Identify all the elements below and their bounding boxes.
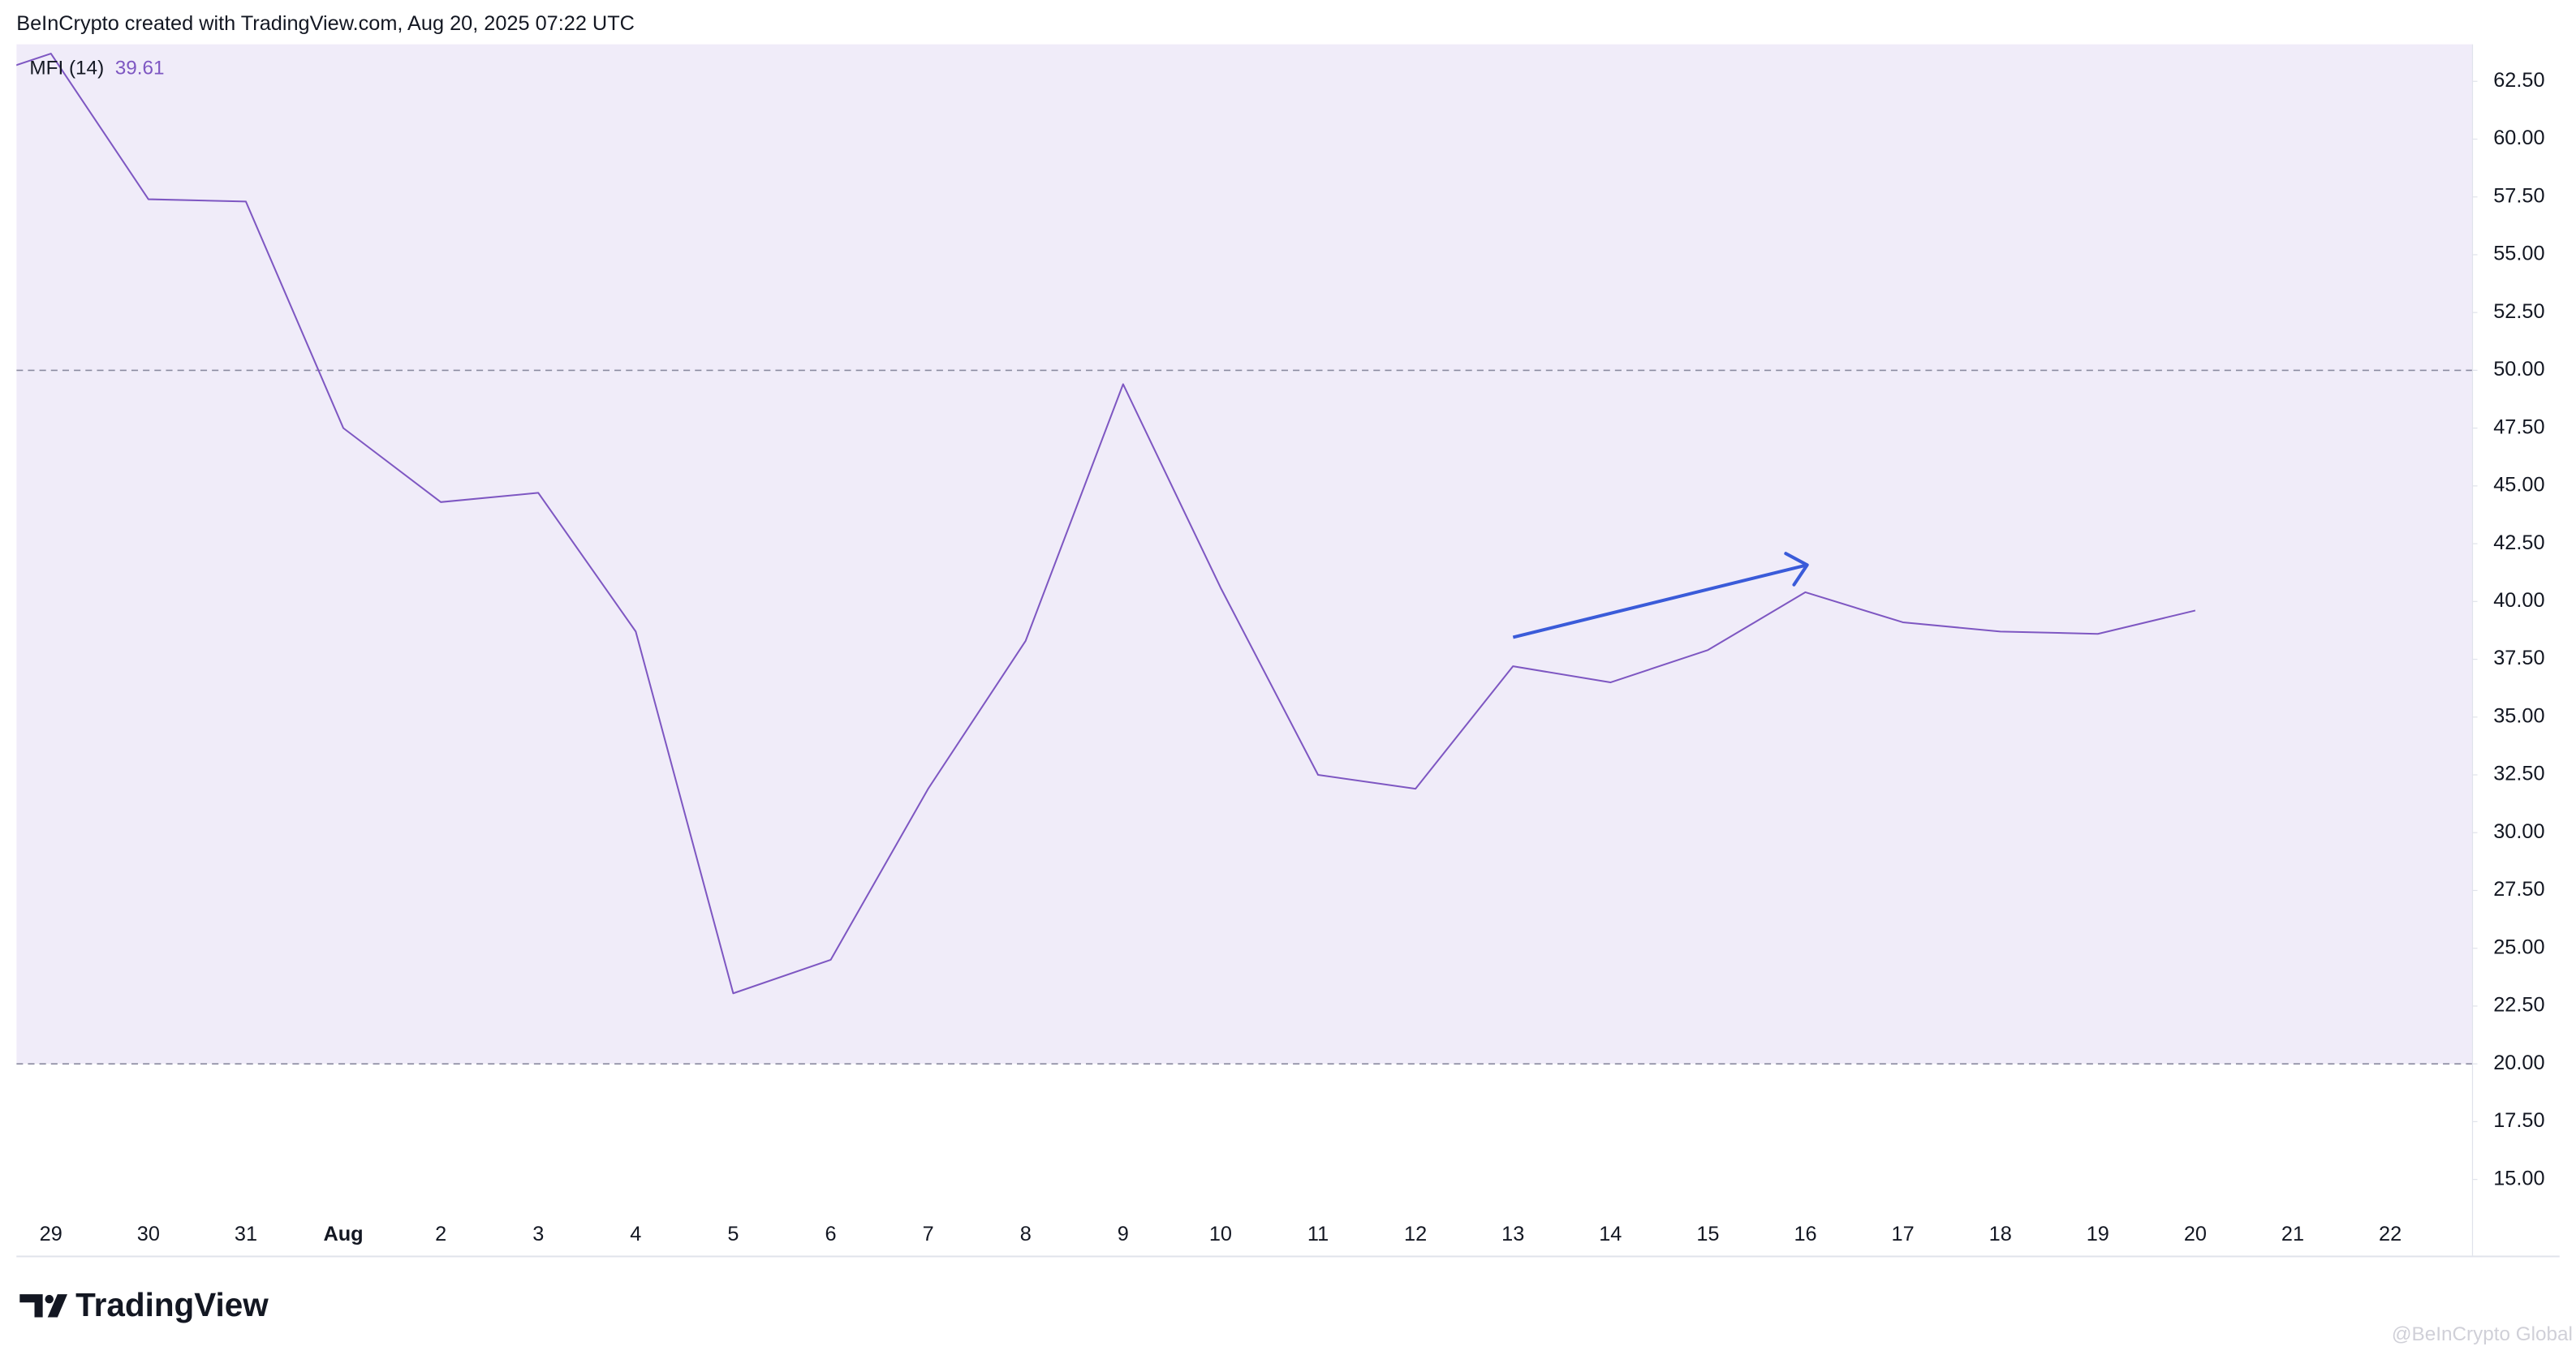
x-tick-label: Aug — [323, 1223, 363, 1245]
x-tick-label: 30 — [137, 1223, 160, 1245]
y-tick-label: 27.50 — [2493, 878, 2544, 901]
x-tick-label: 31 — [235, 1223, 257, 1245]
x-tick-label: 17 — [1892, 1223, 1915, 1245]
x-tick-label: 7 — [923, 1223, 934, 1245]
watermark: @BeInCrypto Global — [2392, 1323, 2573, 1345]
x-tick-label: 2 — [435, 1223, 446, 1245]
y-tick-label: 55.00 — [2493, 243, 2544, 265]
annotation-arrow — [1512, 563, 1808, 639]
mfi-line — [16, 53, 2196, 995]
y-tick-label: 42.50 — [2493, 531, 2544, 554]
y-tick-label: 62.50 — [2493, 69, 2544, 92]
y-tick-label: 15.00 — [2493, 1167, 2544, 1189]
x-tick-label: 5 — [727, 1223, 739, 1245]
x-tick-label: 9 — [1118, 1223, 1129, 1245]
annotation-arrowhead — [1784, 552, 1809, 587]
y-tick-label: 57.50 — [2493, 184, 2544, 207]
y-tick-label: 47.50 — [2493, 415, 2544, 438]
x-tick-label: 10 — [1209, 1223, 1232, 1245]
y-tick-label: 30.00 — [2493, 820, 2544, 843]
x-tick-label: 15 — [1696, 1223, 1719, 1245]
y-tick-label: 60.00 — [2493, 127, 2544, 149]
y-tick-label: 45.00 — [2493, 474, 2544, 497]
plot-area — [16, 44, 2473, 1065]
x-tick-label: 3 — [532, 1223, 544, 1245]
y-tick-label: 40.00 — [2493, 589, 2544, 612]
x-tick-label: 4 — [630, 1223, 641, 1245]
logo-icon — [19, 1294, 67, 1318]
y-tick-label: 25.00 — [2493, 936, 2544, 958]
axes: 15.00 17.50 20.00 22.50 25.00 27.50 30.00 32.50… — [40, 69, 2545, 1245]
header: BeInCrypto created with TradingView.com,… — [16, 12, 635, 35]
x-tick-label: 13 — [1501, 1223, 1524, 1245]
y-tick-label: 20.00 — [2493, 1052, 2544, 1074]
y-tick-label: 52.50 — [2493, 300, 2544, 323]
logo-text: TradingView — [75, 1286, 269, 1323]
x-tick-label: 20 — [2184, 1223, 2207, 1245]
x-tick-label: 8 — [1020, 1223, 1032, 1245]
x-tick-label: 16 — [1794, 1223, 1816, 1245]
y-tick-label: 35.00 — [2493, 704, 2544, 727]
x-tick-label: 22 — [2379, 1223, 2402, 1245]
y-tick-label: 17.50 — [2493, 1109, 2544, 1132]
band — [16, 44, 2473, 1065]
y-tick-label: 32.50 — [2493, 763, 2544, 785]
x-tick-label: 19 — [2087, 1223, 2109, 1245]
x-tick-label: 14 — [1599, 1223, 1622, 1245]
x-tick-label: 21 — [2281, 1223, 2304, 1245]
x-tick-label: 29 — [40, 1223, 62, 1245]
indicator-name: MFI (14) — [29, 57, 104, 79]
x-tick-label: 18 — [1989, 1223, 2012, 1245]
x-tick-label: 11 — [1307, 1223, 1329, 1245]
x-tick-label: 6 — [825, 1223, 836, 1245]
y-tick-label: 22.50 — [2493, 994, 2544, 1017]
indicator-value: 39.61 — [115, 57, 165, 79]
y-tick-label: 50.00 — [2493, 358, 2544, 381]
y-tick-label: 37.50 — [2493, 647, 2544, 669]
x-tick-label: 12 — [1404, 1223, 1427, 1245]
